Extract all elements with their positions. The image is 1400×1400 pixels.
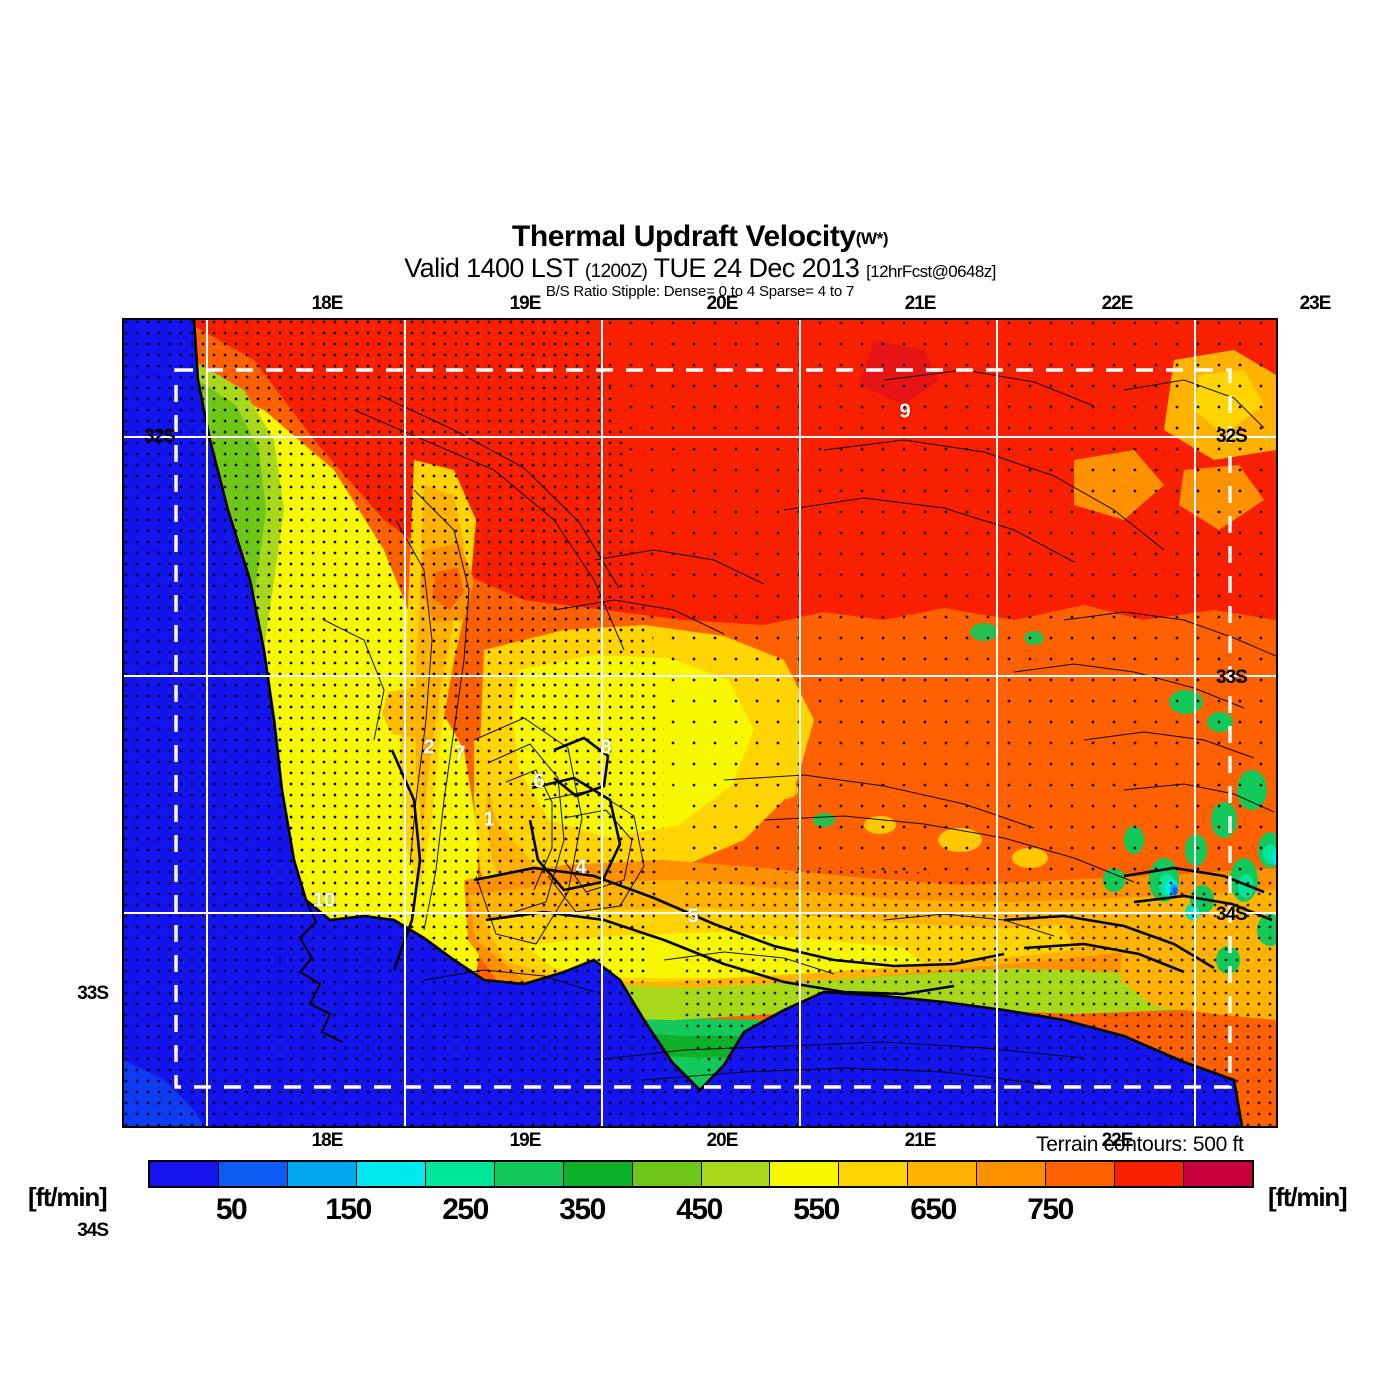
station-marker-1[interactable]: 1 (483, 808, 495, 831)
station-marker-10[interactable]: 10 (312, 889, 336, 912)
colorbar-band-3 (356, 1162, 426, 1186)
lon-label-top-23E: 23E (1299, 293, 1332, 314)
forecast-stamp: [12hrFcst@0648z] (866, 262, 996, 281)
colorbar-tick-550: 550 (793, 1193, 840, 1226)
lat-label-left-34S: 34S (77, 1220, 109, 1241)
colorbar-unit-right: [ft/min] (1268, 1182, 1348, 1212)
main-title-text: Thermal Updraft Velocity (511, 220, 856, 253)
lon-label-top-22E: 22E (1101, 293, 1134, 314)
terrain-contour-note: Terrain contours: 500 ft (1036, 1133, 1244, 1156)
colorbar-band-5 (494, 1162, 564, 1186)
colorbar-band-1 (218, 1162, 288, 1186)
station-marker-5[interactable]: 5 (687, 905, 699, 928)
colorbar-band-8 (701, 1162, 771, 1186)
lon-label-bottom-19E: 19E (509, 1130, 542, 1151)
colorbar-tick-250: 250 (442, 1193, 489, 1226)
lat-label-inside-left-32S: 32S (144, 426, 176, 447)
lon-label-bottom-21E: 21E (904, 1130, 937, 1151)
colorbar-tick-350: 350 (559, 1193, 606, 1226)
colorbar-band-11 (908, 1162, 978, 1186)
colorbar-band-10 (839, 1162, 909, 1186)
colorbar-swatches[interactable] (148, 1160, 1254, 1188)
valid-utc: (1200Z) (584, 261, 648, 282)
lon-label-bottom-22E: 22E (1101, 1130, 1134, 1151)
colorbar-tick-150: 150 (325, 1193, 372, 1226)
lat-label-left-33S: 33S (77, 983, 109, 1004)
colorbar[interactable]: [ft/min] [ft/min] 50 150 250 550 350 450 650 75… (0, 1160, 1400, 1250)
station-marker-4[interactable]: 4 (575, 856, 587, 879)
station-marker-6[interactable]: 6 (533, 770, 545, 793)
main-title-subscript: (W*) (855, 229, 889, 248)
colorbar-tick-50: 50 (215, 1193, 248, 1226)
lon-label-top-21E: 21E (904, 293, 937, 314)
valid-date: TUE 24 Dec 2013 (653, 253, 860, 283)
colorbar-unit-left: [ft/min] (28, 1182, 108, 1212)
colorbar-band-2 (287, 1162, 357, 1186)
stipple-legend-note: B/S Ratio Stipple: Dense= 0 to 4 Sparse=… (545, 283, 855, 301)
valid-time-line: Valid 1400 LST (1200Z) TUE 24 Dec 2013 [… (0, 254, 1400, 282)
station-marker-2[interactable]: 2 (423, 736, 435, 759)
colorbar-tick-650: 650 (910, 1193, 957, 1226)
page-title: Thermal Updraft Velocity(W*) (0, 222, 1400, 252)
station-marker-7[interactable]: 7 (454, 742, 466, 765)
colorbar-band-15 (1184, 1162, 1252, 1186)
lat-label-inside-right-32S: 32S (1216, 426, 1248, 447)
colorbar-band-0 (150, 1162, 219, 1186)
lon-label-top-18E: 18E (311, 293, 344, 314)
lon-label-bottom-18E: 18E (311, 1130, 344, 1151)
colorbar-tick-450: 450 (676, 1193, 723, 1226)
lat-label-inside-right-33S: 33S (1216, 667, 1248, 688)
colorbar-band-7 (632, 1162, 702, 1186)
colorbar-band-14 (1115, 1162, 1185, 1186)
station-marker-9[interactable]: 9 (899, 400, 911, 423)
map-plot-area[interactable]: 9 2 7 8 6 1 4 10 5 32S 32S 33S 34S (122, 318, 1278, 1128)
colorbar-band-9 (770, 1162, 840, 1186)
lon-label-top-19E: 19E (509, 293, 542, 314)
colorbar-band-12 (977, 1162, 1047, 1186)
colorbar-band-4 (425, 1162, 495, 1186)
lat-label-inside-right-34S: 34S (1216, 904, 1248, 925)
lon-label-top-20E: 20E (706, 293, 739, 314)
colorbar-band-6 (563, 1162, 633, 1186)
station-marker-8[interactable]: 8 (600, 736, 612, 759)
colorbar-band-13 (1046, 1162, 1116, 1186)
valid-prefix: Valid 1400 LST (404, 253, 578, 283)
weather-map-raster (124, 320, 1276, 1126)
colorbar-tick-750: 750 (1027, 1193, 1074, 1226)
title-block: Thermal Updraft Velocity(W*) Valid 1400 … (0, 222, 1400, 301)
lon-label-bottom-20E: 20E (706, 1130, 739, 1151)
